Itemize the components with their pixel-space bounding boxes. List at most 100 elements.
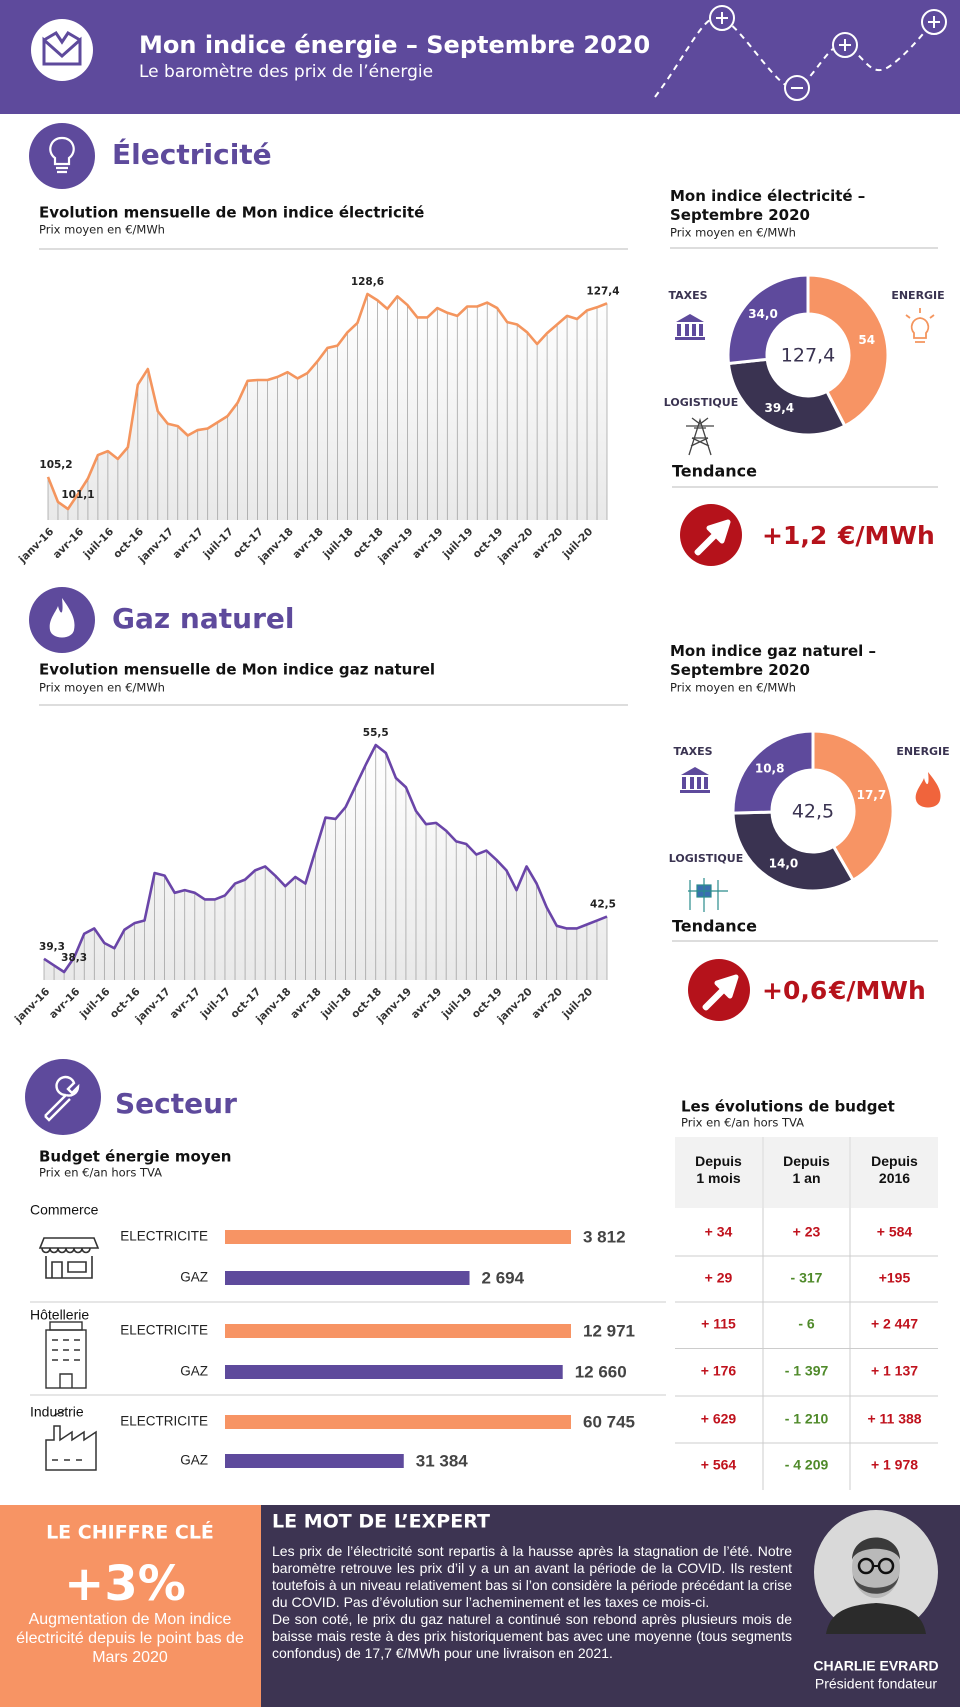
data-label: 42,5: [590, 899, 616, 911]
x-tick-label: janv-16: [12, 986, 52, 1026]
network-icon: [688, 878, 728, 912]
data-label: 34,0: [748, 307, 778, 321]
table-cell: +195: [879, 1270, 911, 1286]
section-icon: [29, 123, 95, 189]
trend-unit: €/MWh: [828, 976, 926, 1005]
donut-segment: [806, 273, 890, 429]
bar: [225, 1324, 571, 1338]
bar: [225, 1230, 571, 1244]
bar-label: GAZ: [180, 1364, 208, 1379]
logo: [31, 19, 93, 81]
line: [43, 743, 608, 974]
table-cell: + 115: [701, 1316, 736, 1332]
key-figure-description: Augmentation de Mon indice électricité d…: [16, 1611, 244, 1666]
bulb-icon: [49, 136, 75, 174]
x-tick-label: juil-17: [200, 526, 236, 562]
data-label: 2 694: [482, 1268, 525, 1287]
table-cell: - 1 210: [785, 1411, 829, 1427]
key-figure-value: +3%: [64, 1556, 186, 1612]
store-icon: [38, 1237, 100, 1279]
data-label: 39,3: [39, 941, 65, 953]
chart-title: Mon indice gaz naturel – Septembre 2020: [670, 642, 877, 679]
table-cell: + 34: [705, 1224, 733, 1240]
wrench-icon: [44, 1075, 80, 1122]
flame-icon: [915, 772, 941, 808]
data-label: 39,4: [765, 401, 795, 415]
trend-value: +1,2: [762, 521, 827, 550]
table-cell: + 23: [793, 1224, 821, 1240]
table-title: Les évolutions de budget: [681, 1098, 895, 1116]
table-cell: + 11 388: [867, 1411, 921, 1427]
table-header: Depuis 1 an: [783, 1153, 830, 1186]
expert-title: LE MOT DE L’EXPERT: [272, 1511, 490, 1533]
data-label: 14,0: [769, 856, 799, 870]
pylon-icon: [686, 417, 714, 456]
x-tick-label: juil-17: [198, 986, 234, 1022]
x-tick-label: juil-19: [440, 526, 476, 562]
trend-title: Tendance: [672, 462, 757, 481]
data-label: 101,1: [61, 489, 94, 501]
data-label: 10,8: [755, 761, 785, 775]
data-label: 105,2: [39, 459, 72, 471]
x-tick-label: avr-19: [409, 986, 444, 1021]
x-tick-label: avr-16: [47, 986, 82, 1021]
flame-icon: [49, 598, 75, 638]
x-tick-label: juil-16: [81, 526, 117, 562]
data-label: 128,6: [351, 276, 384, 288]
table-cell: + 564: [701, 1457, 737, 1473]
trend-title: Tendance: [672, 917, 757, 936]
bar: [225, 1271, 470, 1285]
table-cell: + 1 978: [871, 1457, 918, 1473]
chart-title: Evolution mensuelle de Mon indice gaz na…: [39, 661, 435, 679]
donut-segment: [726, 273, 810, 366]
expert-paragraph: Les prix de l’électricité sont repartis …: [272, 1543, 792, 1610]
bar-label: ELECTRICITE: [120, 1323, 208, 1338]
table-cell: + 176: [701, 1363, 737, 1379]
bar: [225, 1415, 571, 1429]
x-tick-label: avr-17: [168, 986, 203, 1021]
data-label: 31 384: [416, 1451, 469, 1470]
energy-icon: [905, 308, 935, 343]
center-label: 42,5: [792, 801, 834, 823]
bar-label: ELECTRICITE: [120, 1229, 208, 1244]
chart-subtitle: Prix moyen en €/MWh: [670, 226, 796, 240]
trend-arrow: [694, 519, 731, 556]
x-tick-label: avr-18: [290, 526, 325, 561]
category-label: ENERGIE: [896, 745, 949, 758]
expert-name: CHARLIE EVRARD: [813, 1658, 938, 1674]
bar-label: GAZ: [180, 1270, 208, 1285]
donut-segment: [731, 810, 856, 893]
section-title: Secteur: [115, 1087, 237, 1120]
taxes-icon: [675, 314, 705, 340]
table-cell: + 629: [701, 1411, 737, 1427]
x-tick-label: juil-16: [77, 986, 113, 1022]
data-label: 55,5: [363, 727, 389, 739]
section-title: Électricité: [112, 137, 272, 171]
trend-arrow: [702, 974, 739, 1011]
donut-segment: [811, 729, 895, 883]
factory-icon: [45, 1409, 97, 1471]
logo-icon: [42, 30, 82, 66]
data-label: 12 660: [575, 1362, 627, 1381]
x-tick-label: avr-19: [410, 526, 445, 561]
table-cell: + 584: [877, 1224, 913, 1240]
line: [46, 292, 608, 511]
chart-title: Budget énergie moyen: [39, 1148, 231, 1166]
x-tick-label: avr-17: [171, 526, 206, 561]
chart-title: Mon indice électricité – Septembre 2020: [670, 187, 866, 224]
data-label: 38,3: [61, 952, 87, 964]
category-label: LOGISTIQUE: [664, 396, 738, 409]
bar: [225, 1365, 563, 1379]
category-label: ENERGIE: [891, 289, 944, 302]
table-header-cell: [675, 1137, 762, 1208]
x-tick-label: janv-16: [16, 526, 56, 566]
expert-photo: [814, 1510, 938, 1634]
bar: [225, 1454, 404, 1468]
x-tick-label: avr-18: [288, 986, 323, 1021]
section-title: Gaz naturel: [112, 602, 294, 635]
expert-text: Les prix de l’électricité sont repartis …: [272, 1543, 792, 1662]
key-figure-panel: [0, 1505, 261, 1707]
table-cell: - 317: [791, 1270, 823, 1286]
x-tick-label: avr-16: [51, 526, 86, 561]
